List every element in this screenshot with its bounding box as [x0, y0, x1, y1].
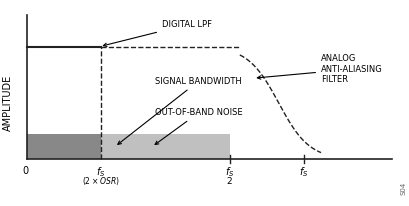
- Text: $(2 \times OSR)$: $(2 \times OSR)$: [82, 175, 120, 187]
- Text: $f_S$: $f_S$: [225, 166, 234, 179]
- Text: S04: S04: [400, 182, 406, 195]
- Text: $f_S$: $f_S$: [299, 166, 308, 179]
- Text: DIGITAL LPF: DIGITAL LPF: [103, 20, 211, 47]
- Text: AMPLITUDE: AMPLITUDE: [3, 75, 13, 131]
- Text: SIGNAL BANDWIDTH: SIGNAL BANDWIDTH: [117, 77, 241, 144]
- Text: ANALOG
ANTI-ALIASING
FILTER: ANALOG ANTI-ALIASING FILTER: [257, 54, 382, 84]
- Text: 0: 0: [22, 166, 28, 176]
- Text: $f_S$: $f_S$: [96, 166, 106, 179]
- Bar: [101, 134, 229, 159]
- Text: OUT-OF-BAND NOISE: OUT-OF-BAND NOISE: [155, 108, 242, 144]
- Text: $2$: $2$: [226, 175, 232, 186]
- Bar: [27, 134, 101, 159]
